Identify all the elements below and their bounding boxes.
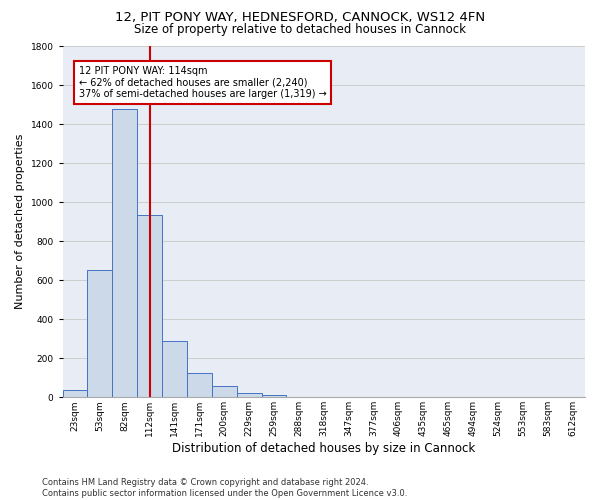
Bar	[212, 386, 237, 398]
Text: Size of property relative to detached houses in Cannock: Size of property relative to detached ho…	[134, 22, 466, 36]
Bar	[88, 270, 112, 398]
Text: 12 PIT PONY WAY: 114sqm
← 62% of detached houses are smaller (2,240)
37% of semi: 12 PIT PONY WAY: 114sqm ← 62% of detache…	[79, 66, 326, 98]
Bar	[112, 110, 137, 398]
Bar	[237, 393, 262, 398]
Bar	[262, 395, 286, 398]
Y-axis label: Number of detached properties: Number of detached properties	[15, 134, 25, 310]
Text: Contains HM Land Registry data © Crown copyright and database right 2024.
Contai: Contains HM Land Registry data © Crown c…	[42, 478, 407, 498]
Bar	[162, 340, 187, 398]
Bar	[187, 373, 212, 398]
X-axis label: Distribution of detached houses by size in Cannock: Distribution of detached houses by size …	[172, 442, 475, 455]
Bar	[137, 215, 162, 398]
Text: 12, PIT PONY WAY, HEDNESFORD, CANNOCK, WS12 4FN: 12, PIT PONY WAY, HEDNESFORD, CANNOCK, W…	[115, 11, 485, 24]
Bar	[62, 390, 88, 398]
